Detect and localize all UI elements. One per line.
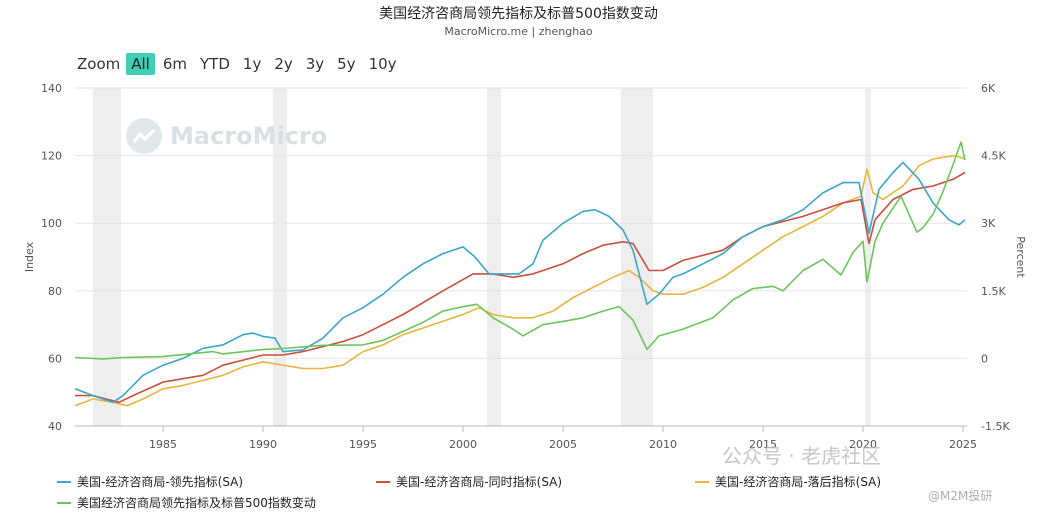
y-right-tick-label: 6K [981,82,996,95]
y-left-tick-label: 120 [41,150,62,163]
legend-label-lagging: 美国-经济咨商局-落后指标(SA) [715,475,882,489]
zoom-all-button[interactable]: All [126,53,155,75]
x-tick-label: 2005 [549,438,577,451]
chart-subtitle: MacroMicro.me | zhenghao [444,25,593,38]
x-tick-label: 2010 [649,438,677,451]
recession-band-0 [93,88,121,426]
y-left-tick-label: 40 [48,420,62,433]
macromicro-logo-icon [126,118,162,154]
y-right-tick-label: -1.5K [981,420,1010,433]
zoom-5y-button[interactable]: 5y [337,55,356,73]
x-tick-label: 2015 [749,438,777,451]
y-right-tick-label: 4.5K [981,150,1006,163]
chart-title: 美国经济咨商局领先指标及标普500指数变动 [379,6,658,22]
legend-item-sp500[interactable]: 美国经济咨商局领先指标及标普500指数变动 [57,494,316,511]
series-line-0 [74,161,966,404]
zoom-bar: Zoom All 6m YTD 1y 2y 3y 5y 10y [77,52,405,76]
zoom-3y-button[interactable]: 3y [305,55,325,73]
zoom-2y-button[interactable]: 2y [274,55,293,73]
legend-label-coincident: 美国-经济咨商局-同时指标(SA) [396,475,563,489]
zoom-label: Zoom [77,55,121,73]
footer-watermark-sub: @M2M投研 [928,489,993,503]
legend-swatch-lagging [695,480,709,483]
zoom-ytd-button[interactable]: YTD [200,55,230,73]
legend-item-lagging[interactable]: 美国-经济咨商局-落后指标(SA) [695,473,881,490]
recession-band-2 [487,88,501,426]
y-left-tick-label: 100 [41,217,62,230]
legend-item-leading[interactable]: 美国-经济咨商局-领先指标(SA) [57,473,243,490]
recession-bands [93,88,871,426]
x-tick-label: 1995 [349,438,377,451]
y-left-tick-label: 140 [41,82,62,95]
legend-swatch-leading [57,480,71,483]
zoom-10y-button[interactable]: 10y [368,55,397,73]
zoom-6m-button[interactable]: 6m [162,55,188,73]
series-line-1 [75,171,966,404]
legend-swatch-sp500 [57,501,71,504]
legend-swatch-coincident [376,480,390,483]
y-left-axis-label: Index [23,241,36,272]
x-tick-label: 1990 [249,438,277,451]
y-left-tick-label: 80 [48,285,62,298]
y-left-tick-label: 60 [48,352,62,365]
x-tick-label: 1985 [149,438,177,451]
series-line-2 [74,154,966,407]
series-line-3 [74,141,966,360]
series-lines [74,141,966,407]
y-right-tick-label: 1.5K [981,285,1006,298]
x-tick-label: 2025 [949,438,977,451]
y-right-tick-label: 3K [981,217,996,230]
macromicro-watermark: MacroMicro [126,118,327,154]
watermark-text: MacroMicro [170,122,328,150]
y-right-tick-label: 0 [981,352,988,365]
legend-item-coincident[interactable]: 美国-经济咨商局-同时指标(SA) [376,473,562,490]
legend-label-sp500: 美国经济咨商局领先指标及标普500指数变动 [77,496,316,510]
recession-band-4 [865,88,871,426]
recession-band-3 [621,88,653,426]
x-tick-label: 2000 [449,438,477,451]
axes: 40 60 80 100 120 140 -1.5K 0 1.5K 3K 4.5K 6K 1985 199… [23,82,1027,451]
legend-label-leading: 美国-经济咨商局-领先指标(SA) [77,475,244,489]
footer-watermark: 公众号 · 老虎社区 [722,444,882,468]
y-right-axis-label: Percent [1014,236,1027,278]
zoom-1y-button[interactable]: 1y [242,55,262,73]
x-tick-label: 2020 [849,438,877,451]
